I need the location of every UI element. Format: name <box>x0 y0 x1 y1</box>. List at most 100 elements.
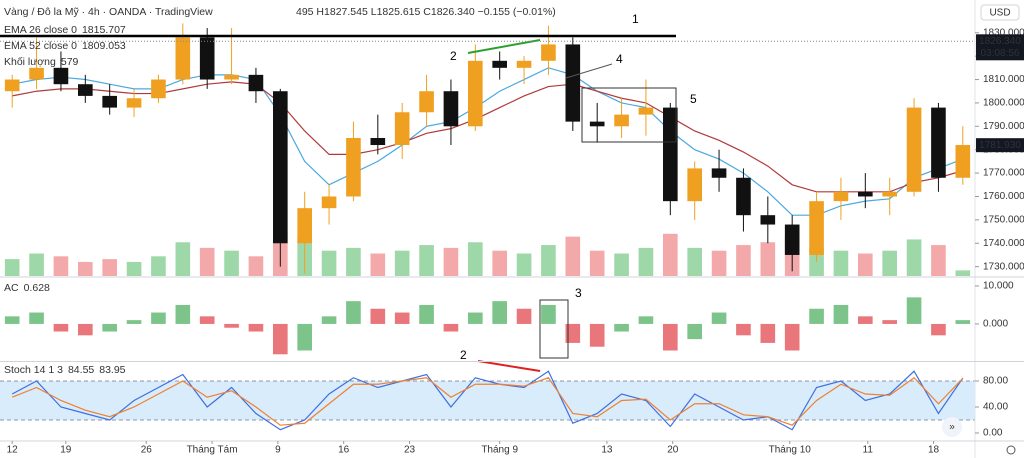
currency[interactable]: USD <box>989 8 1010 19</box>
pointer-line <box>565 63 613 79</box>
legend-text: Stoch 14 1 3 <box>4 364 63 376</box>
x-tick-label: 19 <box>60 445 72 456</box>
candle-body <box>224 74 239 80</box>
candle-body <box>565 44 581 122</box>
legend-text: 579 <box>61 56 79 68</box>
ac-bar <box>687 323 702 340</box>
volume-bar <box>4 259 20 276</box>
volume-bar <box>858 253 873 276</box>
ac-bar <box>78 323 93 336</box>
x-tick-label: 13 <box>601 445 613 456</box>
range-box <box>581 87 677 143</box>
ac-bar <box>882 320 897 324</box>
candle-body <box>102 95 117 108</box>
y-tick-label: 0.00 <box>983 428 1003 439</box>
ac-bar <box>346 301 361 324</box>
candle-body <box>78 84 93 96</box>
volume-bar <box>321 250 337 276</box>
settings-icon[interactable] <box>1006 445 1016 455</box>
x-tick-label: 20 <box>667 445 679 456</box>
ac-bar <box>53 323 69 332</box>
candle-body <box>248 74 264 92</box>
ac-bar <box>297 323 312 351</box>
volume-bar <box>906 239 922 276</box>
candle-body <box>297 208 312 244</box>
ac-bar <box>541 304 556 324</box>
scroll-icon[interactable]: » <box>949 422 955 433</box>
ac-bar <box>663 323 678 351</box>
trend-line <box>467 39 541 54</box>
candle-body <box>53 67 69 85</box>
candle-body <box>29 67 44 80</box>
candle-body <box>175 37 191 80</box>
legend-text: 0.628 <box>24 282 50 294</box>
annotation: 3 <box>575 286 582 300</box>
ac-bar <box>516 308 532 324</box>
ac-bar <box>224 323 239 328</box>
annotation: 1 <box>632 12 639 26</box>
volume-bar <box>492 250 507 276</box>
candle-body <box>736 177 751 216</box>
scroll-button[interactable] <box>942 417 962 437</box>
volume-bar <box>638 247 654 276</box>
volume-bar <box>833 250 849 276</box>
y-tick-label: 1740.000 <box>983 238 1024 249</box>
x-tick-label: 18 <box>928 445 940 456</box>
ema-line <box>12 67 964 216</box>
candle-body <box>687 168 702 202</box>
volume-bar <box>614 253 629 276</box>
ac-bar <box>394 312 410 324</box>
candle-body <box>833 191 849 202</box>
volume-bar <box>175 242 191 276</box>
ac-bar <box>638 316 654 324</box>
volume-bar <box>151 256 166 276</box>
candle-body <box>126 98 142 108</box>
y-tick-label: 40.00 <box>983 402 1008 413</box>
ac-bar <box>4 316 20 324</box>
ac-bar <box>175 304 191 324</box>
ac-bar <box>565 323 581 343</box>
y-tick-label: 10.000 <box>983 281 1014 292</box>
ac-bar <box>784 323 800 351</box>
candle-body <box>4 79 20 92</box>
ac-bar <box>29 312 44 324</box>
x-tick-label: 23 <box>404 445 416 456</box>
ac-bar <box>443 323 459 332</box>
ac-bar <box>589 323 605 347</box>
volume-bar <box>955 270 971 276</box>
ac-bar <box>321 316 337 324</box>
ac-bar <box>906 297 922 324</box>
x-tick-label: Tháng 9 <box>481 445 518 456</box>
x-tick-label: 11 <box>863 445 874 456</box>
candle-body <box>663 107 678 202</box>
candle-body <box>516 60 532 68</box>
ac-bar <box>419 304 434 324</box>
volume-bar <box>126 261 142 276</box>
volume-bar <box>29 253 44 276</box>
candle-body <box>273 91 288 244</box>
y-tick-label: 1730.000 <box>983 261 1024 272</box>
volume-bar <box>516 253 532 276</box>
candle-body <box>882 191 897 197</box>
candle-body <box>468 60 483 127</box>
ohlc-readout: 495 H1827.545 L1825.615 C1826.340 −0.155… <box>296 6 556 18</box>
y-tick-label: 1750.000 <box>983 215 1024 226</box>
candle-body <box>443 91 459 127</box>
candle-body <box>199 37 215 80</box>
legend-text: 84.55 <box>68 364 94 376</box>
y-tick-label: 1790.000 <box>983 121 1024 132</box>
volume-bar <box>224 250 239 276</box>
candle-body <box>151 79 166 99</box>
legend-text: AC <box>4 282 19 294</box>
currency-button[interactable] <box>980 4 1020 21</box>
volume-bar <box>760 242 776 276</box>
plot-area <box>0 23 975 431</box>
candle-body <box>809 201 824 255</box>
x-tick-label: Tháng Tám <box>187 445 238 456</box>
volume-bar <box>663 233 678 276</box>
price-label-box <box>976 138 1024 153</box>
candle-body <box>541 44 556 61</box>
candle-body <box>784 224 800 255</box>
volume-bar <box>687 247 702 276</box>
